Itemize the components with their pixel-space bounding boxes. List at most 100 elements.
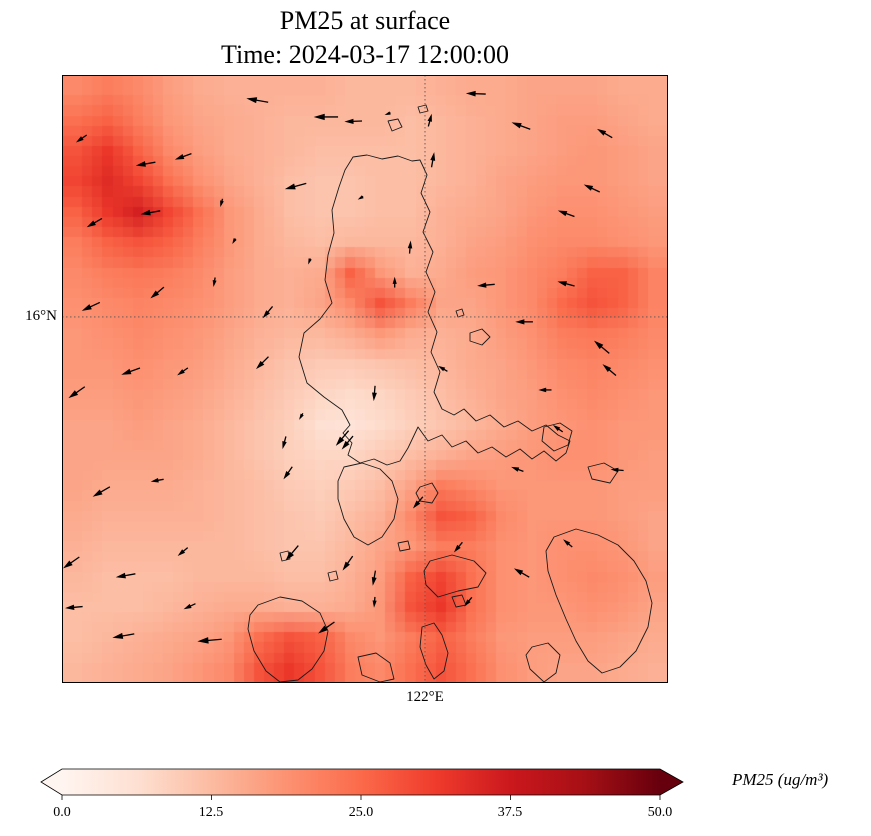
title-line-2: Time: 2024-03-17 12:00:00 xyxy=(221,40,509,70)
coastline-path xyxy=(357,652,395,683)
wind-arrow-head xyxy=(412,500,421,509)
map-plot xyxy=(62,75,668,683)
wind-arrow-head xyxy=(308,258,312,265)
coastline-path xyxy=(337,462,399,546)
wind-arrow-head xyxy=(284,183,296,190)
coastline-path xyxy=(455,308,465,318)
wind-arrow-head xyxy=(81,304,92,311)
wind-arrow-head xyxy=(407,240,413,249)
wind-arrow-head xyxy=(371,577,377,586)
wind-arrow-head xyxy=(511,466,520,472)
wind-arrows xyxy=(63,90,624,644)
wind-arrow-head xyxy=(538,387,547,393)
wind-arrow-head xyxy=(357,195,364,200)
wind-arrow-head xyxy=(464,599,471,607)
wind-arrow-head xyxy=(92,489,103,497)
wind-arrow-head xyxy=(174,154,185,160)
title-line-1: PM25 at surface xyxy=(279,6,451,35)
wind-arrow-head xyxy=(318,625,328,634)
wind-arrow-head xyxy=(372,600,377,608)
wind-arrow-head xyxy=(177,369,185,376)
wind-arrow-head xyxy=(427,113,432,122)
colorbar-tick-2: 25.0 xyxy=(348,805,374,820)
wind-arrow-head xyxy=(86,220,96,228)
wind-arrow-head xyxy=(63,560,73,569)
colorbar-ticks: 0.0 12.5 25.0 37.5 50.0 xyxy=(40,805,684,825)
colorbar-tick-0: 0.0 xyxy=(53,805,71,820)
coastline-path xyxy=(541,422,573,452)
wind-arrow-head xyxy=(232,238,237,245)
wind-arrow-head xyxy=(285,551,294,561)
wind-arrow-head xyxy=(557,210,568,217)
wind-arrow-head xyxy=(453,544,461,553)
wind-arrow-head xyxy=(392,276,397,284)
wind-arrow-head xyxy=(112,632,124,639)
wind-arrow-head xyxy=(602,364,612,373)
coastline-path xyxy=(279,550,291,562)
wind-arrow-head xyxy=(220,200,224,208)
pm25-heatmap-canvas xyxy=(62,75,668,683)
colorbar-gradient xyxy=(40,768,684,800)
wind-arrow-head xyxy=(557,281,568,287)
wind-arrow-head xyxy=(68,390,79,399)
wind-arrow-head xyxy=(75,136,84,143)
lon-tick-label: 122°E xyxy=(406,689,444,705)
wind-arrow-head xyxy=(610,467,619,473)
wind-arrow-head xyxy=(246,97,258,104)
wind-arrow-head xyxy=(552,425,561,432)
coastline-path xyxy=(327,570,339,582)
wind-arrow-head xyxy=(121,368,132,375)
wind-arrow-head xyxy=(183,603,192,610)
wind-arrow-head xyxy=(341,440,350,450)
wind-arrow-head xyxy=(335,436,345,446)
wind-arrow-head xyxy=(596,128,607,136)
wind-arrow-head xyxy=(282,440,287,450)
wind-arrow-head xyxy=(135,161,146,167)
coastline-path xyxy=(545,528,653,674)
wind-arrow-head xyxy=(430,152,436,161)
wind-arrow-head xyxy=(594,340,604,350)
coastline-path xyxy=(415,482,439,504)
map-overlay xyxy=(62,75,668,683)
wind-arrow-head xyxy=(197,637,209,644)
wind-arrow-head xyxy=(262,310,270,319)
wind-arrow-head xyxy=(344,118,354,124)
colorbar-bar xyxy=(40,768,684,796)
coastline-path xyxy=(587,462,619,484)
wind-arrow-head xyxy=(115,572,126,579)
lat-tick-label: 16°N xyxy=(25,308,57,324)
wind-arrow-head xyxy=(511,122,522,129)
coastline-path xyxy=(417,104,429,114)
coastline-path xyxy=(451,594,467,608)
coastline-path xyxy=(387,118,403,132)
wind-arrow-head xyxy=(515,319,525,325)
colorbar-tick-4: 50.0 xyxy=(647,805,673,820)
wind-arrow-head xyxy=(212,280,217,288)
colorbar-tick-1: 12.5 xyxy=(198,805,224,820)
coastline-path xyxy=(397,540,411,552)
plot-border xyxy=(62,75,668,683)
colorbar-tick-3: 37.5 xyxy=(497,805,523,820)
wind-arrow-head xyxy=(313,113,325,121)
wind-arrow-head xyxy=(438,365,446,372)
wind-arrow-head xyxy=(513,568,524,576)
wind-arrow-head xyxy=(465,90,476,97)
coastlines xyxy=(247,104,653,683)
wind-arrow-head xyxy=(583,184,594,191)
wind-arrow-head xyxy=(299,413,304,420)
colorbar: 0.0 12.5 25.0 37.5 50.0 xyxy=(40,768,684,826)
wind-arrow-head xyxy=(372,392,377,402)
wind-arrow-head xyxy=(563,539,571,546)
coastline-path xyxy=(525,642,561,683)
coastline-path xyxy=(423,554,487,598)
wind-arrow-head xyxy=(384,111,391,115)
wind-arrow-head xyxy=(477,282,487,288)
coastline-path xyxy=(419,622,449,680)
coastline-path xyxy=(298,154,571,466)
wind-arrow-head xyxy=(177,549,186,557)
wind-arrow-head xyxy=(65,604,75,610)
wind-arrow-head xyxy=(140,209,151,216)
wind-arrow-head xyxy=(255,360,265,370)
colorbar-label: PM25 (ug/m³) xyxy=(732,770,829,789)
